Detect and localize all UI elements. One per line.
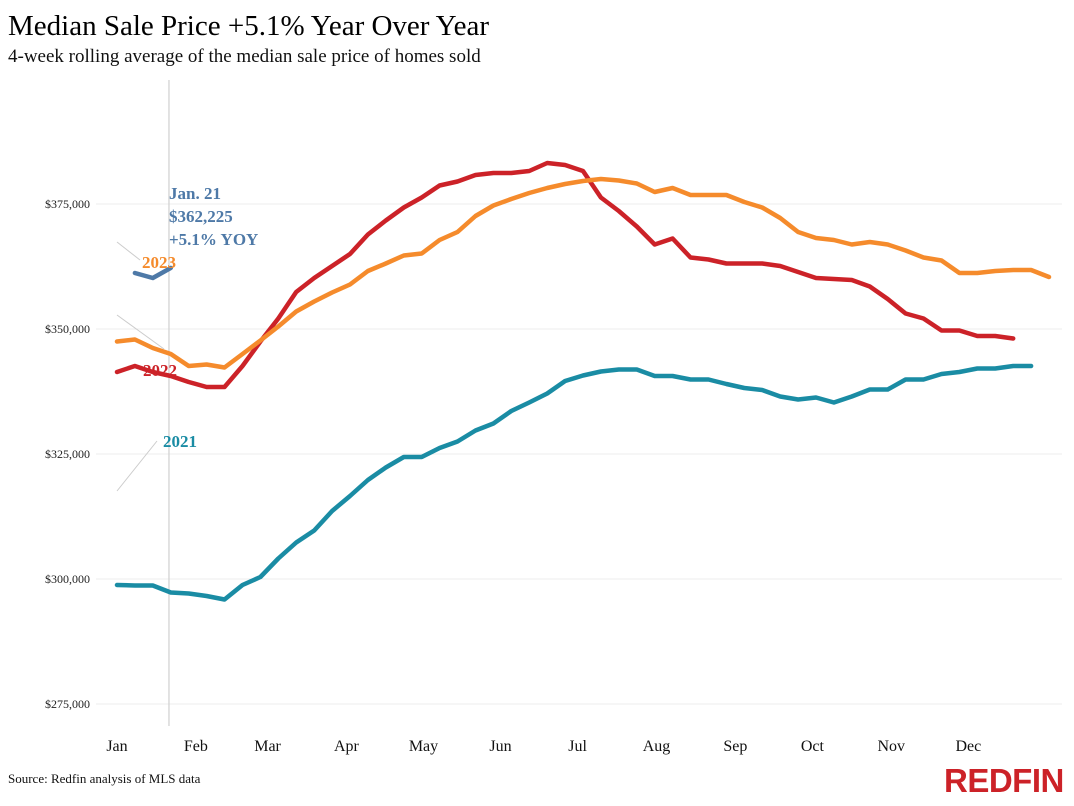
x-tick-label: Aug [643, 738, 671, 755]
x-tick-label: Jul [568, 738, 587, 755]
callout-yoy: +5.1% YOY [169, 230, 258, 249]
x-tick-label: Sep [723, 738, 747, 755]
series-lines [114, 160, 1052, 602]
x-tick-label: May [409, 738, 438, 755]
x-tick-label: Jun [489, 738, 511, 755]
y-tick-label: $325,000 [45, 447, 90, 461]
label-2022: 2022 [143, 361, 177, 380]
y-tick-label: $275,000 [45, 697, 90, 711]
callout-value: $362,225 [169, 207, 233, 226]
series-line-2024 [132, 265, 174, 281]
series-annotations: Jan. 21 $362,225 +5.1% YOY 2023 2022 202… [142, 184, 258, 451]
source-note: Source: Redfin analysis of MLS data [8, 771, 201, 786]
chart-title: Median Sale Price +5.1% Year Over Year [8, 10, 490, 42]
y-tick-label: $375,000 [45, 197, 90, 211]
series-line-2021 [114, 363, 1034, 602]
leader-line-2023 [116, 241, 141, 261]
x-tick-label: Oct [801, 738, 825, 755]
chart-subtitle: 4-week rolling average of the median sal… [8, 46, 481, 67]
y-tick-label: $350,000 [45, 322, 90, 336]
x-tick-label: Jan [106, 738, 127, 755]
x-tick-label: Apr [334, 738, 360, 755]
callout-date: Jan. 21 [169, 184, 221, 203]
x-tick-label: Mar [254, 738, 281, 755]
series-line-2023 [114, 176, 1052, 370]
leader-line-2021 [116, 440, 158, 492]
leader-line-2022 [116, 314, 165, 350]
redfin-logo: REDFIN [944, 762, 1064, 799]
plot-area-background [96, 80, 1062, 726]
x-tick-label: Dec [955, 738, 981, 755]
label-2023: 2023 [142, 253, 176, 272]
x-axis-ticks: Jan Feb Mar Apr May Jun Jul Aug Sep Oct Nov Dec [106, 738, 981, 755]
x-tick-label: Nov [877, 738, 905, 755]
label-2021: 2021 [163, 432, 197, 451]
y-tick-label: $300,000 [45, 572, 90, 586]
label-leader-lines [116, 241, 165, 492]
y-axis-ticks: $275,000 $300,000 $325,000 $350,000 $375,000 [45, 197, 90, 711]
x-tick-label: Feb [184, 738, 208, 755]
